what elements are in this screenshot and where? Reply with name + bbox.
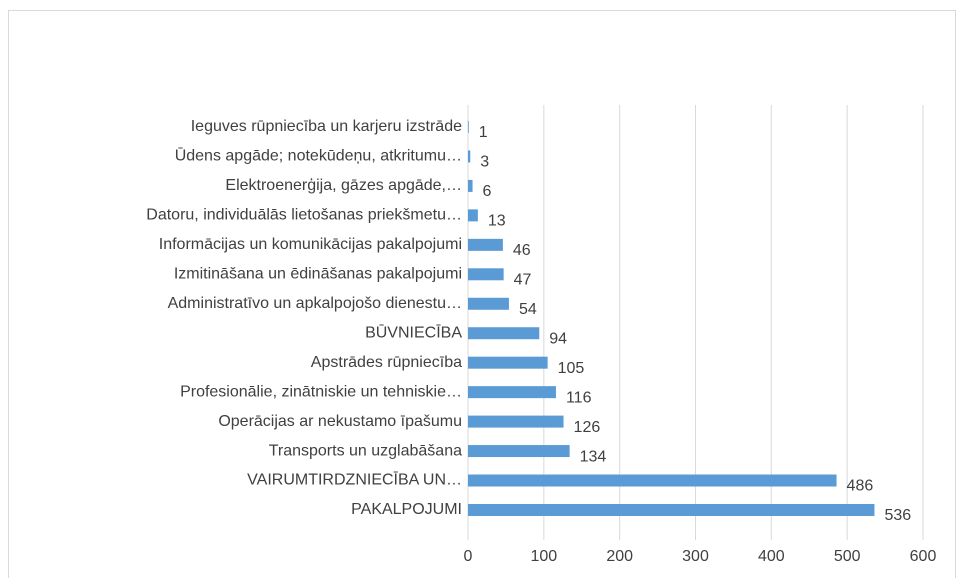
- data-label: 94: [549, 330, 567, 347]
- bar: [468, 386, 556, 399]
- x-tick-label: 400: [758, 548, 785, 565]
- y-tick-label: VAIRUMTIRDZNIECĪBA UN…: [247, 471, 462, 489]
- x-tick-label: 500: [834, 548, 861, 565]
- y-tick-label: Ūdens apgāde; notekūdeņu, atkritumu…: [175, 147, 462, 165]
- x-tick-label: 0: [464, 548, 473, 565]
- bar: [468, 209, 478, 222]
- data-label: 54: [519, 301, 537, 318]
- bar: [468, 150, 471, 163]
- data-label: 126: [574, 419, 601, 436]
- y-tick-label: Informācijas un komunikācijas pakalpojum…: [159, 236, 462, 253]
- data-label: 46: [513, 242, 531, 259]
- x-tick-label: 600: [910, 548, 937, 565]
- data-label: 134: [580, 448, 607, 465]
- y-tick-label: Izmitināšana un ēdināšanas pakalpojumi: [174, 266, 462, 283]
- bar: [468, 297, 509, 310]
- y-tick-label: Operācijas ar nekustamo īpašumu: [218, 413, 462, 430]
- bar: [468, 268, 504, 281]
- bar: [468, 474, 837, 487]
- bar: [468, 327, 540, 340]
- data-label: 47: [514, 272, 532, 289]
- data-label: 1: [479, 124, 488, 141]
- x-tick-label: 100: [530, 548, 557, 565]
- y-tick-label: Administratīvo un apkalpojošo dienestu…: [168, 295, 462, 312]
- data-label: 3: [480, 154, 489, 171]
- x-tick-label: 300: [682, 548, 709, 565]
- y-tick-label: Transports un uzglabāšana: [269, 442, 462, 459]
- data-label: 105: [558, 360, 585, 377]
- data-label: 13: [488, 213, 506, 230]
- data-label: 6: [483, 183, 492, 200]
- y-tick-label: Ieguves rūpniecība un karjeru izstrāde: [191, 118, 462, 135]
- x-tick-label: 200: [606, 548, 633, 565]
- y-tick-label: Elektroenerģija, gāzes apgāde,…: [225, 176, 462, 194]
- data-label: 116: [566, 389, 592, 406]
- y-tick-label: Datoru, individuālās lietošanas priekšme…: [146, 207, 462, 224]
- bar: [468, 445, 570, 458]
- bar: [468, 503, 875, 516]
- bar: [468, 415, 564, 428]
- data-label: 486: [847, 478, 874, 495]
- bar: [468, 179, 473, 192]
- y-tick-label: BŪVNIECĪBA: [365, 323, 462, 341]
- bar: [468, 121, 469, 133]
- y-tick-label: Apstrādes rūpniecība: [311, 354, 462, 371]
- y-tick-label: Profesionālie, zinātniskie un tehniskie…: [180, 383, 462, 400]
- y-tick-label: PAKALPOJUMI: [351, 501, 462, 518]
- bar: [468, 356, 548, 369]
- chart-frame: [8, 10, 956, 578]
- bar: [468, 238, 503, 251]
- data-label: 536: [884, 507, 911, 524]
